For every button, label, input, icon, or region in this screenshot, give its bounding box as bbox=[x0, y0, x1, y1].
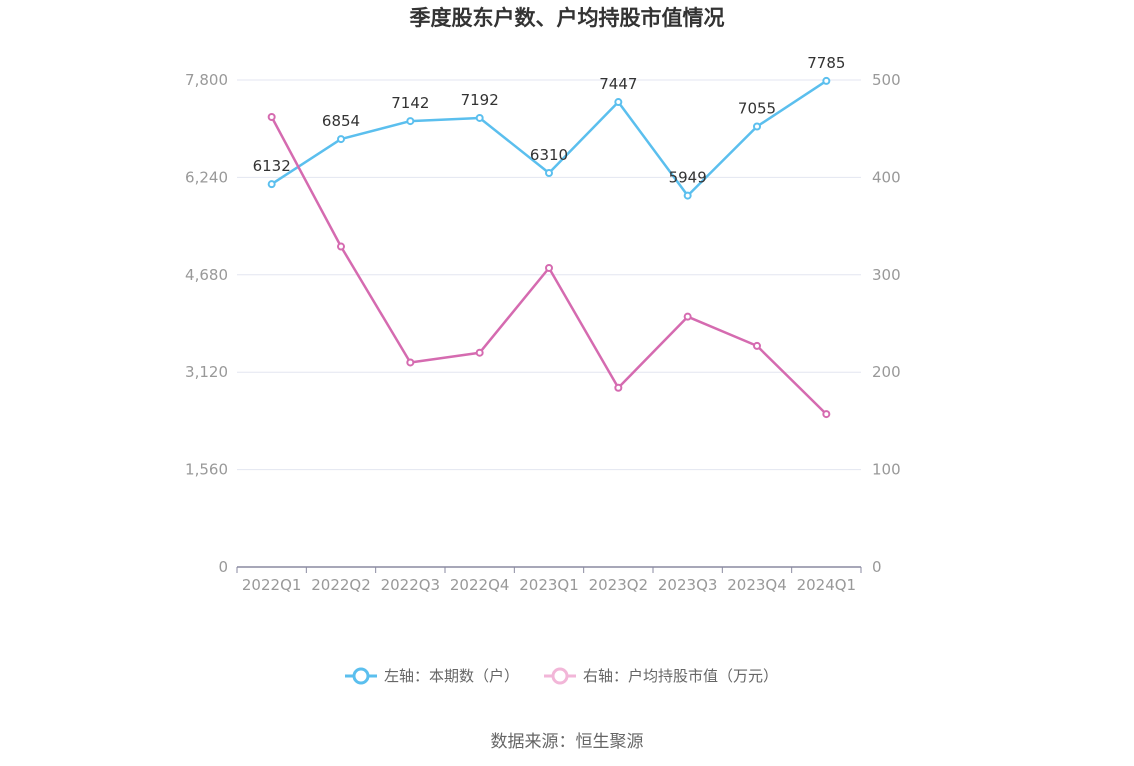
data-point-left bbox=[753, 122, 761, 131]
data-point-left bbox=[475, 113, 484, 122]
right-axis-ticks: 0 100 200 300 400 500 bbox=[872, 71, 901, 576]
data-label: 6310 bbox=[530, 146, 568, 164]
data-label: 7785 bbox=[807, 54, 845, 72]
x-tick-label: 2023Q3 bbox=[658, 576, 718, 594]
x-tick-label: 2023Q2 bbox=[589, 576, 649, 594]
data-label: 7142 bbox=[391, 94, 429, 112]
right-tick-label: 100 bbox=[872, 461, 901, 479]
data-point-right bbox=[614, 383, 623, 392]
data-point-right bbox=[337, 242, 345, 251]
data-point-right bbox=[406, 358, 415, 367]
legend-label-left: 左轴：本期数（户） bbox=[384, 667, 519, 685]
left-axis-ticks: 0 1,560 3,120 4,680 6,240 7,800 bbox=[185, 71, 228, 576]
data-label: 7447 bbox=[599, 75, 637, 93]
chart-title: 季度股东户数、户均持股市值情况 bbox=[410, 6, 725, 30]
right-tick-label: 400 bbox=[872, 168, 901, 186]
legend-marker-right bbox=[551, 667, 569, 685]
data-point-left bbox=[267, 180, 276, 189]
data-point-right bbox=[267, 113, 276, 122]
legend-marker-left bbox=[352, 667, 370, 685]
legend-item-right[interactable]: 右轴：户均持股市值（万元） bbox=[544, 667, 778, 685]
data-point-left bbox=[683, 191, 692, 200]
data-point-left bbox=[406, 117, 415, 126]
data-point-left bbox=[822, 76, 831, 85]
left-tick-label: 3,120 bbox=[185, 363, 228, 381]
data-label: 7192 bbox=[461, 91, 499, 109]
data-point-right bbox=[683, 312, 692, 321]
right-tick-label: 200 bbox=[872, 363, 901, 381]
grid-lines bbox=[237, 79, 861, 471]
data-point-left bbox=[545, 169, 553, 178]
data-label: 7055 bbox=[738, 100, 776, 118]
x-axis: 2022Q1 2022Q2 2022Q3 2022Q4 2023Q1 2023Q2 2023… bbox=[236, 566, 862, 594]
left-tick-label: 6,240 bbox=[185, 168, 228, 186]
data-point-right bbox=[475, 348, 484, 357]
data-label: 5949 bbox=[669, 169, 707, 187]
left-tick-label: 0 bbox=[218, 558, 228, 576]
data-labels: 6132 6854 7142 7192 6310 7447 5949 7055 7785 bbox=[253, 54, 846, 187]
right-tick-label: 300 bbox=[872, 266, 901, 284]
data-point-right bbox=[822, 410, 831, 419]
x-tick-label: 2023Q1 bbox=[519, 576, 579, 594]
x-tick-label: 2022Q4 bbox=[450, 576, 510, 594]
data-point-left bbox=[614, 98, 623, 107]
right-tick-label: 500 bbox=[872, 71, 901, 89]
legend-item-left[interactable]: 左轴：本期数（户） bbox=[345, 667, 519, 685]
data-label: 6854 bbox=[322, 112, 360, 130]
series-layer bbox=[267, 76, 831, 419]
data-point-right bbox=[753, 341, 761, 350]
data-point-right bbox=[545, 263, 553, 272]
series-line-left bbox=[271, 79, 827, 197]
right-tick-label: 0 bbox=[872, 558, 882, 576]
x-tick-label: 2022Q3 bbox=[381, 576, 441, 594]
x-tick-label: 2022Q2 bbox=[311, 576, 371, 594]
left-tick-label: 1,560 bbox=[185, 461, 228, 479]
data-label: 6132 bbox=[253, 157, 291, 175]
left-tick-label: 7,800 bbox=[185, 71, 228, 89]
legend: 左轴：本期数（户） 右轴：户均持股市值（万元） bbox=[345, 667, 778, 685]
left-tick-label: 4,680 bbox=[185, 266, 228, 284]
legend-label-right: 右轴：户均持股市值（万元） bbox=[583, 667, 778, 685]
data-point-left bbox=[337, 135, 345, 144]
x-tick-label: 2024Q1 bbox=[797, 576, 857, 594]
x-tick-label: 2023Q4 bbox=[727, 576, 787, 594]
data-source: 数据来源：恒生聚源 bbox=[491, 732, 644, 752]
x-tick-label: 2022Q1 bbox=[242, 576, 302, 594]
